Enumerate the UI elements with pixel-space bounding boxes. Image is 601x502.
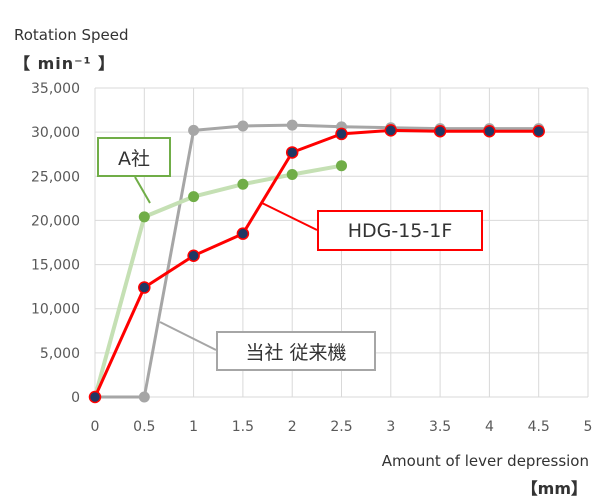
data-point-series-0 xyxy=(188,124,200,136)
y-tick-label: 20,000 xyxy=(31,213,80,229)
data-point-series-2 xyxy=(335,127,348,141)
x-tick-label: 4.5 xyxy=(528,419,550,435)
series-line-2 xyxy=(93,128,539,398)
x-tick-label: 2.5 xyxy=(330,419,352,435)
y-tick-label: 15,000 xyxy=(31,258,80,274)
x-tick-label: 1.5 xyxy=(232,419,254,435)
data-point-series-0 xyxy=(138,391,150,403)
y-tick-label: 25,000 xyxy=(31,169,80,185)
tick-labels: 0 5,000 10,000 15,000 20,000 25,000 30,000 35,0… xyxy=(31,81,592,435)
data-point-series-2 xyxy=(532,125,545,138)
series-lines xyxy=(93,123,539,399)
y-axis-title: Rotation Speed xyxy=(14,26,129,44)
data-point-series-2 xyxy=(88,390,102,404)
y-axis-unit: 【 min⁻¹ 】 xyxy=(14,54,116,73)
x-tick-label: 4 xyxy=(485,419,494,435)
x-tick-label: 3 xyxy=(386,419,395,435)
x-tick-label: 2 xyxy=(288,419,297,435)
series-markers xyxy=(88,119,545,404)
callout-leaders xyxy=(134,176,318,351)
x-tick-label: 1 xyxy=(189,419,198,435)
series-line-0 xyxy=(95,123,539,399)
callout-leader-own xyxy=(159,321,217,351)
data-point-series-1 xyxy=(237,178,249,190)
x-axis-unit: 【mm】 xyxy=(521,479,587,498)
y-tick-label: 0 xyxy=(71,390,80,406)
data-point-series-1 xyxy=(138,211,150,223)
data-point-series-1 xyxy=(286,169,298,181)
data-point-series-2 xyxy=(433,125,447,138)
data-point-series-0 xyxy=(237,120,249,132)
legend-callout-own-conventional: 当社 従来機 xyxy=(216,331,376,371)
data-point-series-1 xyxy=(336,160,347,172)
x-tick-label: 0 xyxy=(91,419,100,435)
y-tick-label: 10,000 xyxy=(31,302,80,318)
data-point-series-2 xyxy=(384,124,398,137)
y-tick-label: 30,000 xyxy=(31,125,80,141)
series-line-1 xyxy=(93,163,342,398)
x-tick-label: 5 xyxy=(584,419,593,435)
data-point-series-2 xyxy=(285,146,299,159)
callout-leader-hdg xyxy=(261,202,318,231)
data-point-series-2 xyxy=(483,125,496,138)
data-point-series-0 xyxy=(286,119,298,131)
legend-callout-hdg-15-1f: HDG-15-1F xyxy=(317,210,483,251)
data-point-series-2 xyxy=(236,227,250,240)
y-tick-label: 5,000 xyxy=(40,346,80,362)
data-point-series-1 xyxy=(188,191,200,203)
x-tick-label: 3.5 xyxy=(429,419,451,435)
callout-leader-a-company xyxy=(134,176,151,204)
x-tick-label: 0.5 xyxy=(133,419,155,435)
legend-callout-a-company: A社 xyxy=(97,137,171,177)
y-tick-label: 35,000 xyxy=(31,81,80,97)
data-point-series-2 xyxy=(138,281,151,294)
data-point-series-2 xyxy=(187,249,200,262)
x-axis-title: Amount of lever depression xyxy=(381,452,589,470)
